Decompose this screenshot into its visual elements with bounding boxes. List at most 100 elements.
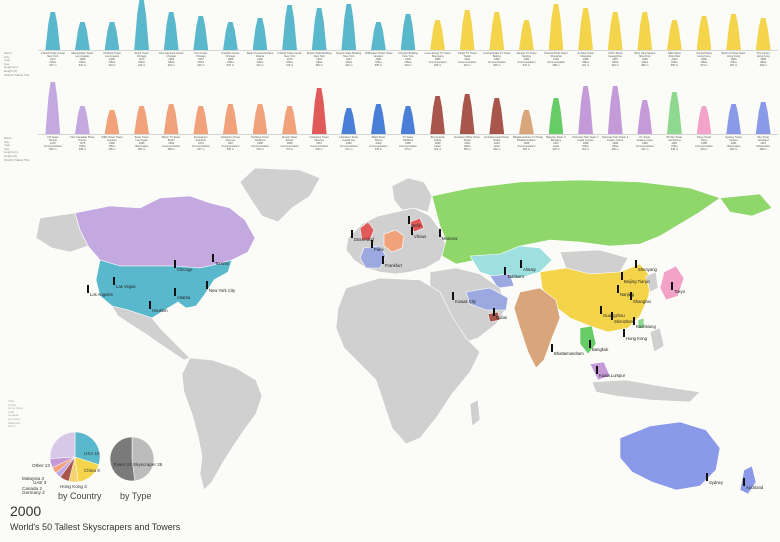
row1-tower-year: 1930 [405, 58, 411, 61]
row1-tower-shape [193, 16, 209, 50]
row2-tower-year: 1976 [49, 142, 56, 145]
tower-row-1: Metro City Year Use Height (m) Height (f… [0, 0, 780, 88]
row2-tower-use: Communication [162, 145, 181, 148]
row2-tower-use: Communication [221, 145, 240, 148]
row2-tower: Ostankino Tower Moscow 1967 Communication 54… [221, 104, 240, 151]
city-label: Toronto [215, 261, 229, 266]
city-marker [113, 277, 115, 285]
row2-tower-shape [252, 104, 268, 134]
row1-tower: US Bank Tower Los Angeles 1990 Office 310 m [103, 22, 121, 67]
thailand-shape [579, 325, 597, 355]
row1-tower-info: JPMorgan Chase Tower Houston 1982 Office 305… [365, 52, 393, 67]
city-label: Moscow [442, 236, 458, 241]
row1-tower-city: Shanghai [580, 55, 592, 58]
city-label: Shenzhen [614, 319, 633, 324]
row2-legend: Metro City Year Use Height (m) Height (f… [4, 136, 30, 162]
row1-tower-city: New York [284, 55, 296, 58]
row1-tower-use: Office [256, 61, 264, 64]
row2-tower-shape [341, 108, 357, 134]
row1-tower-name: US Bank Tower [103, 52, 121, 55]
row1-tower-height: 346 m [759, 64, 767, 67]
row1-tower-use: Office [108, 61, 116, 64]
row1-tower-use: Communication [546, 61, 565, 64]
row2-tower-shape [578, 86, 593, 134]
row1-tower-name: Franklin Center [221, 52, 240, 55]
row2-tower: Emirates Office Tower Dubai 2000 Office 355 … [455, 94, 480, 151]
row1-tower-use: Office [79, 61, 86, 64]
row1-tower-height: 415 m [285, 64, 294, 67]
row1-tower: Empire State Building New York 1931 Office 4… [336, 4, 361, 67]
pie-label-germany: Germany 2 [22, 490, 45, 495]
row2-tower-name: Almaty Tower [281, 136, 298, 139]
philippines-shape [649, 327, 665, 353]
row2-tower-year: 1996 [138, 142, 145, 145]
row2-tower-height: 553 m [49, 148, 57, 151]
city-marker [206, 281, 208, 289]
row2-tower-use: Communication [310, 145, 329, 148]
malaysia-shape [589, 361, 611, 381]
row1-tower-height: 305 m [433, 64, 442, 67]
row1-tower-name: CITIC Plaza [608, 52, 623, 55]
row1-tower-year: 1998 [760, 58, 767, 61]
row1-tower-city: New York [343, 55, 355, 58]
row1-tower-name: Luxembourg TV Tower [424, 52, 451, 55]
city-marker [671, 282, 673, 290]
city-marker [600, 306, 602, 314]
france-shape [359, 245, 387, 269]
row2-tower-height: 321 m [433, 148, 442, 151]
row1-tower-height: 417 m [49, 64, 57, 67]
tower-row-2: Metro City Year Use Height (m) Height (f… [0, 82, 780, 168]
city-marker [174, 288, 176, 296]
taiwan-shape [637, 317, 645, 329]
pie-label-malaysia: Malaysia 3 [22, 476, 44, 481]
city-marker [411, 227, 413, 235]
city-label: Houston [152, 308, 168, 313]
row2-tower-name: Tokyo Tower [696, 136, 712, 139]
city-label: Frankfurt [385, 263, 402, 268]
row1-tower-name: Bank of America Plaza [246, 52, 274, 55]
canada-shape [74, 195, 256, 269]
row1-tower-height: 312 m [256, 64, 264, 67]
row1-tower-info: Jiangsu TV Tower Nanjing 1994 Communication… [513, 52, 540, 67]
row1-tower-use: Communication [487, 61, 506, 64]
row2-tower-shape [637, 100, 653, 134]
row2-tower-height: 452 m [581, 148, 590, 151]
city-marker [551, 344, 553, 352]
row1-tower: 1 World Trade Center New York 1972 Office 41… [40, 12, 65, 67]
row2-tower-year: 2000 [493, 142, 500, 145]
row1-tower-name: Sears Tower [134, 52, 149, 55]
row1-tower-shape [667, 20, 682, 50]
row2-tower-height: 540 m [315, 148, 323, 151]
row2-tower: 85 Sky Tower Kaohsiung 1997 Office 348 m [667, 92, 682, 151]
city-label: Guangzhou [603, 313, 625, 318]
row2-tower-info: Baiyoke Tower II Bangkok 1997 Hotel 304 m [543, 136, 570, 151]
row2-tower-height: 309 m [493, 148, 501, 151]
row1-tower-city: Hong Kong [756, 55, 770, 58]
row1-tower: Franklin Center Chicago 1989 Office 307 m [222, 22, 239, 67]
city-marker [452, 292, 454, 300]
row2-tower-city: Bangkok [550, 139, 562, 142]
row1-tower-city: New York [313, 55, 325, 58]
row2-tower-height: 305 m [108, 148, 116, 151]
row1-tower-year: 1972 [49, 58, 56, 61]
row2-tower-shape [459, 94, 475, 134]
row1-tower-shape [311, 8, 327, 50]
city-marker [621, 272, 623, 280]
row2-tower-name: TV Tower [402, 136, 414, 139]
row1-tower-height: 310 m [108, 64, 116, 67]
pie-country-title: by Country [58, 491, 102, 501]
pie-type-title: by Type [120, 491, 152, 501]
row2-tower-city: Bhattamandram [517, 139, 536, 142]
alaska-shape [35, 212, 89, 253]
row2-tower-info: Milad Tower Tehran 2000 Communication 435 m [365, 136, 392, 151]
country-list-item: UAE [8, 409, 15, 414]
row1-tower-city: Tianjin [463, 55, 471, 58]
row1-tower-shape [104, 22, 120, 50]
row2-tower-city: Kuala Lumpur [577, 139, 594, 142]
pie-type-slice [110, 437, 136, 481]
row2-tower-name: Sydney Tower [725, 136, 742, 139]
city-marker [617, 285, 619, 293]
row2-tower-use: Office [671, 145, 678, 148]
row1-tower-info: US Bank Tower Los Angeles 1990 Office 310 m [99, 52, 126, 67]
india-shape [513, 287, 561, 369]
